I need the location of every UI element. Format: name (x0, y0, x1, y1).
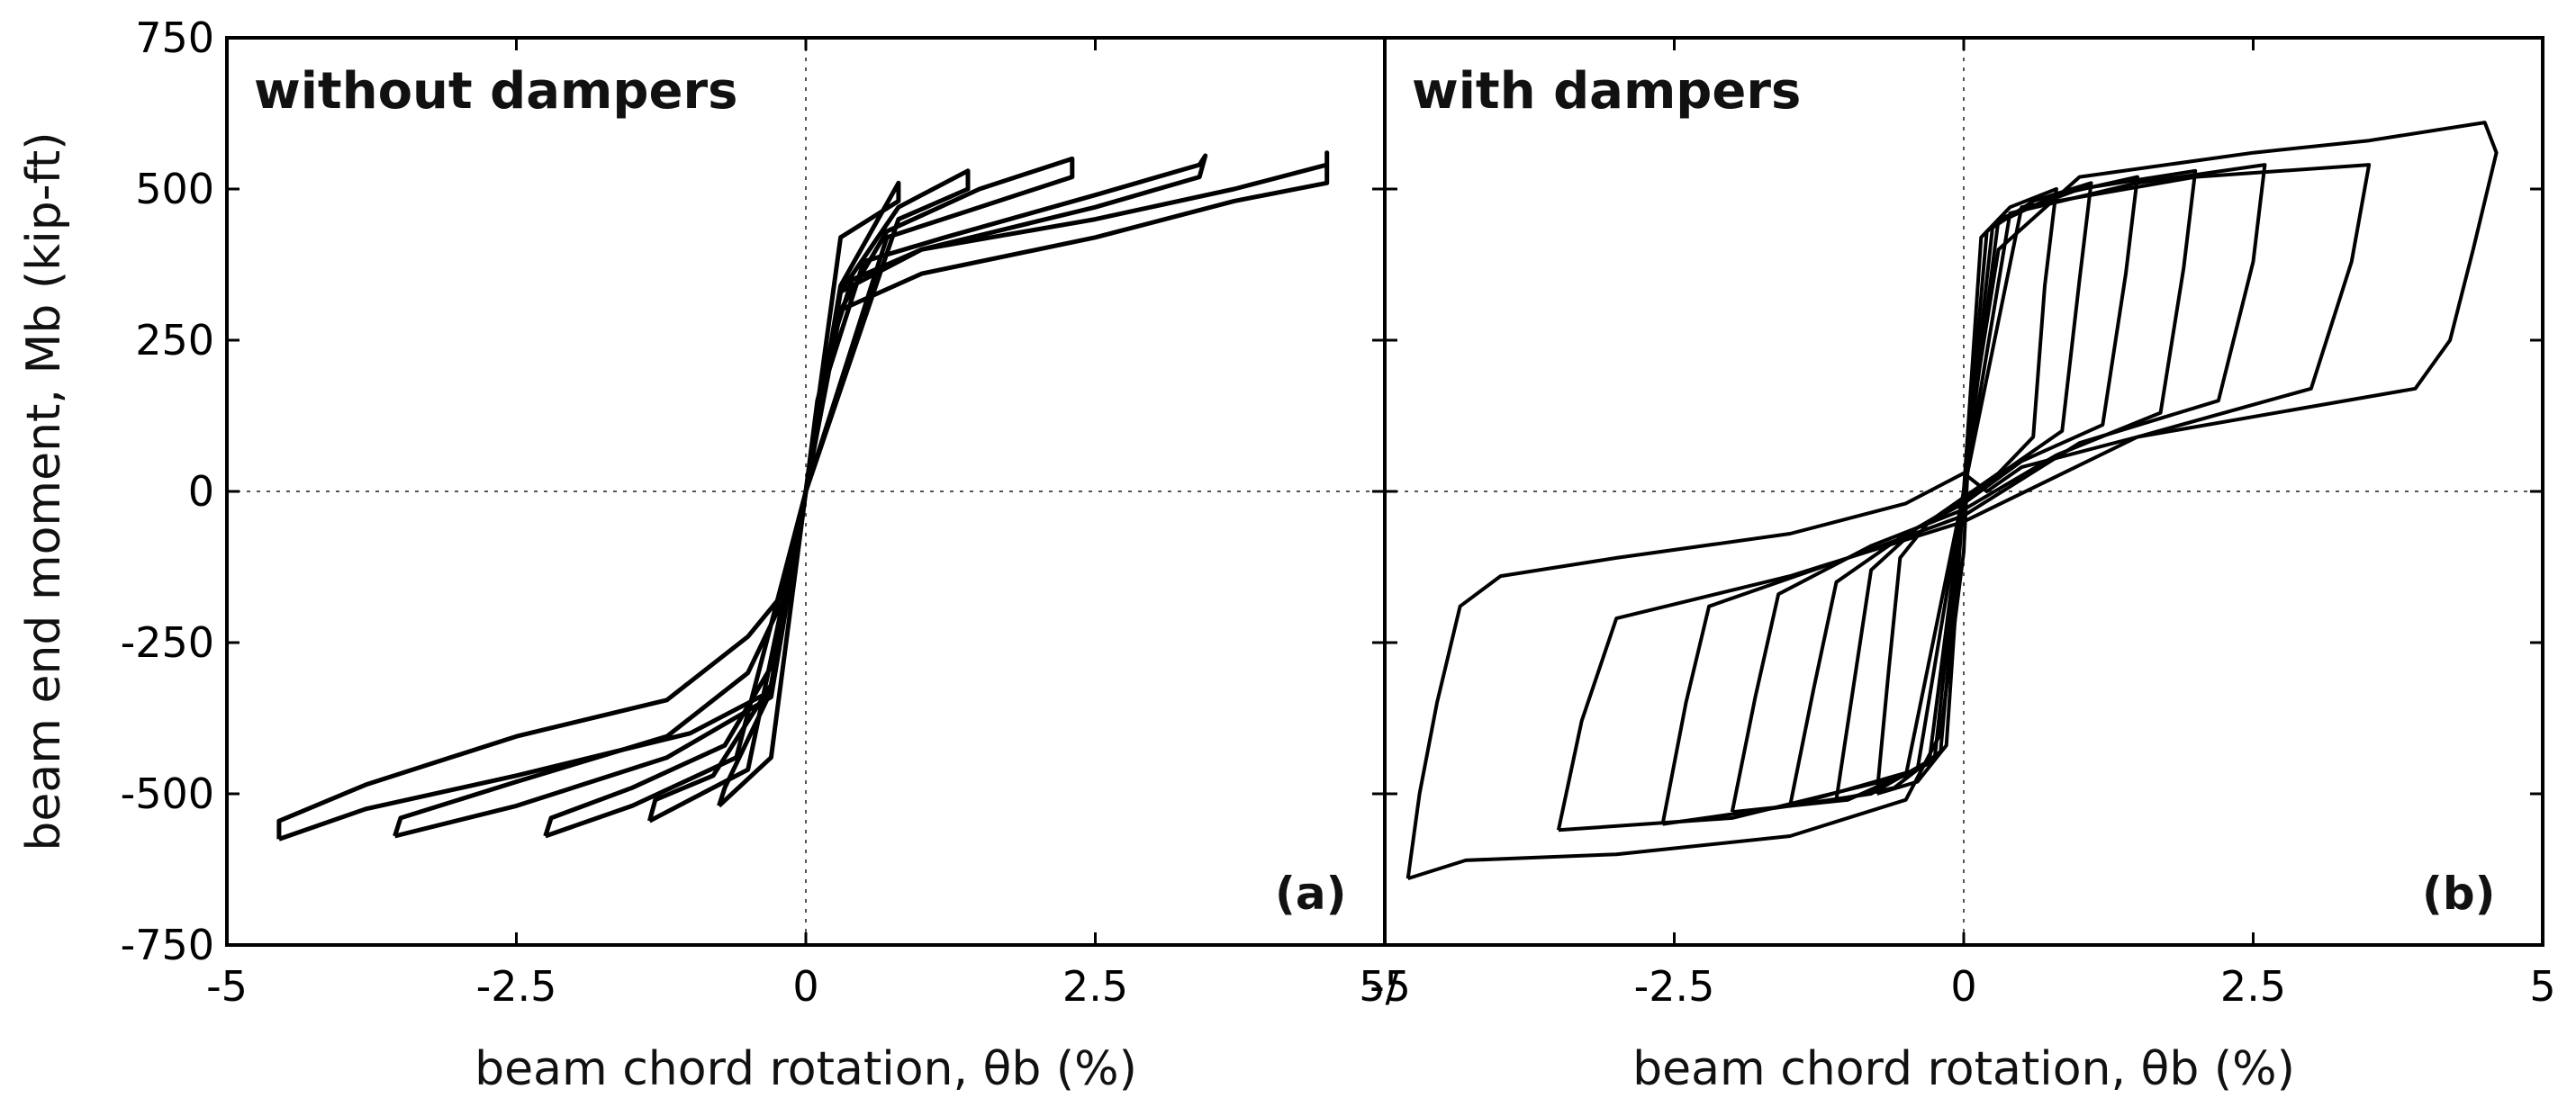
panel-b-x-axis-label: beam chord rotation, θb (%) (1632, 1042, 2295, 1096)
panel-b-x-tick-label-3: 2.5 (2220, 962, 2286, 1011)
panel-b-x-tick-label-1: -2.5 (1634, 962, 1715, 1011)
y-tick-label-2: 250 (135, 316, 214, 364)
panel-a-yticks: 750 500 250 0 -250 -500 -750 (121, 14, 1385, 969)
y-tick-label-5: -500 (121, 770, 214, 818)
y-tick-label-6: -750 (121, 921, 214, 969)
y-tick-label-0: 750 (135, 14, 214, 62)
panel-b-label: (b) (2422, 868, 2496, 920)
panel-a-label: (a) (1275, 868, 1346, 920)
panel-b-loop-5 (1834, 181, 2093, 802)
panel-a-loop-2 (543, 156, 1075, 839)
panel-b-x-tick-label-0: -5 (1369, 962, 1411, 1011)
panel-b: -5 -2.5 0 2.5 5 with dampers (b) beam chord … (1369, 36, 2556, 1096)
panel-a-x-tick-label-4: 5/ (1359, 962, 1399, 1011)
panel-b-loop-2 (1660, 163, 2267, 826)
panel-b-title: with dampers (1412, 62, 1801, 121)
panel-b-x-tick-label-2: 0 (1950, 962, 1976, 1011)
panel-b-series (1406, 121, 2499, 881)
panel-b-x-tick-label-4: 5 (2529, 962, 2555, 1011)
panel-a-series (276, 150, 1330, 842)
panel-b-yticks (1385, 36, 2543, 947)
y-tick-label-3: 0 (188, 467, 214, 516)
panel-a-loop-4 (717, 180, 901, 808)
panel-a-x-tick-label-0: -5 (206, 962, 248, 1011)
panel-a-x-tick-label-2: 0 (792, 962, 818, 1011)
panel-a-x-tick-label-1: -2.5 (476, 962, 557, 1011)
panel-a-title: without dampers (254, 62, 737, 121)
panel-b-loop-6 (1875, 187, 2058, 796)
panel-a-loop-1 (393, 153, 1208, 839)
panel-b-loop-1 (1556, 163, 2372, 832)
panel-b-loop-3 (1730, 168, 2198, 814)
panel-a-x-tick-label-3: 2.5 (1062, 962, 1128, 1011)
panel-a-xticks: -5 -2.5 0 2.5 5/ (206, 38, 1400, 1011)
y-axis-label: beam end moment, Mb (kip-ft) (17, 131, 71, 850)
y-tick-label-4: -250 (121, 618, 214, 667)
panel-a-x-axis-label: beam chord rotation, θb (%) (475, 1042, 1137, 1096)
y-tick-label-1: 500 (135, 165, 214, 213)
panel-a-loop-3 (646, 168, 971, 824)
panel-b-loop-4 (1788, 175, 2139, 808)
panel-b-xticks: -5 -2.5 0 2.5 5 (1369, 38, 2556, 1011)
panel-a: 750 500 250 0 -250 -500 -750 -5 -2.5 0 2.5 5/ with… (17, 14, 1400, 1096)
